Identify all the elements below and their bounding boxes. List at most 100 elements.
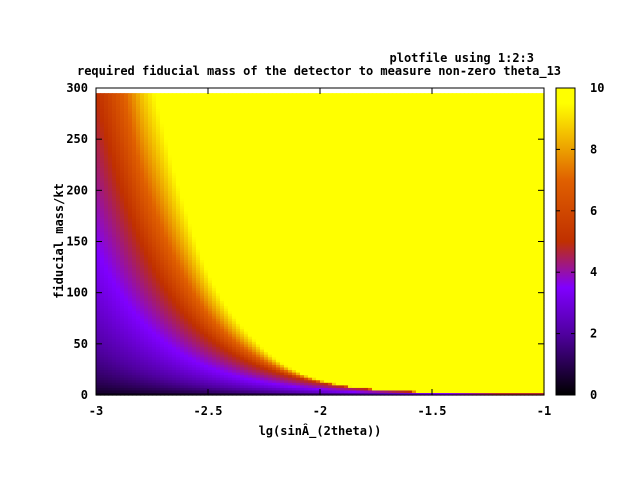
heatmap-cell xyxy=(124,108,129,112)
heatmap-cell xyxy=(128,236,133,240)
heatmap-cells xyxy=(96,93,545,396)
heatmap-cell xyxy=(144,290,149,294)
heatmap-cell xyxy=(136,205,141,209)
heatmap-cell xyxy=(124,121,129,125)
heatmap-cell xyxy=(104,174,109,179)
heatmap-cell xyxy=(148,331,153,335)
heatmap-cell xyxy=(136,374,141,378)
heatmap-cell xyxy=(116,323,121,327)
heatmap-cell xyxy=(104,369,109,373)
heatmap-cell xyxy=(132,371,137,376)
heatmap-cell xyxy=(144,254,149,258)
heatmap-cell xyxy=(108,210,113,214)
heatmap-cell xyxy=(136,364,141,368)
heatmap-cell xyxy=(120,251,125,255)
heatmap-cell xyxy=(128,111,133,115)
heatmap-cell xyxy=(100,210,105,214)
heatmap-cell xyxy=(116,348,121,353)
heatmap-cell xyxy=(136,331,141,335)
heatmap-cell xyxy=(140,274,145,278)
heatmap-cell xyxy=(136,277,141,281)
heatmap-cell xyxy=(100,343,105,347)
heatmap-cell xyxy=(116,392,121,396)
heatmap-cell xyxy=(124,354,129,358)
heatmap-cell xyxy=(148,295,153,299)
heatmap-cell xyxy=(108,290,113,294)
heatmap-cell xyxy=(148,333,153,337)
heatmap-cell xyxy=(136,392,141,396)
heatmap-cell xyxy=(132,256,137,261)
heatmap-cell xyxy=(144,244,149,248)
heatmap-cell xyxy=(132,108,137,112)
heatmap-cell xyxy=(96,103,101,107)
heatmap-cell xyxy=(120,392,125,396)
heatmap-cell xyxy=(120,323,125,327)
heatmap-cell xyxy=(108,215,113,220)
heatmap-cell xyxy=(116,177,121,181)
heatmap-cell xyxy=(136,366,141,371)
heatmap-cell xyxy=(144,264,149,268)
heatmap-cell xyxy=(124,162,129,166)
heatmap-cell xyxy=(120,284,125,289)
heatmap-cell xyxy=(140,149,145,153)
heatmap-cell xyxy=(96,333,101,337)
heatmap-cell xyxy=(112,123,117,127)
heatmap-cell xyxy=(128,343,133,347)
heatmap-cell xyxy=(136,200,141,204)
heatmap-cell xyxy=(96,210,101,214)
heatmap-cell xyxy=(136,302,141,307)
heatmap-cell xyxy=(96,159,101,163)
heatmap-cell xyxy=(104,241,109,245)
heatmap-cell xyxy=(136,108,141,112)
heatmap-cell xyxy=(116,113,121,117)
heatmap-cell xyxy=(100,336,105,340)
heatmap-cell xyxy=(120,377,125,381)
heatmap-cell xyxy=(144,348,149,353)
heatmap-cell xyxy=(148,259,153,263)
heatmap-cell xyxy=(124,218,129,222)
heatmap-cell xyxy=(148,328,153,332)
heatmap-cell xyxy=(144,151,149,156)
heatmap-cell xyxy=(120,226,125,230)
heatmap-cell xyxy=(124,236,129,240)
heatmap-cell xyxy=(124,272,129,276)
heatmap-cell xyxy=(140,338,145,342)
heatmap-cell xyxy=(128,198,133,202)
heatmap-cell xyxy=(116,121,121,125)
heatmap-cell xyxy=(100,111,105,115)
heatmap-cell xyxy=(120,180,125,184)
heatmap-cell xyxy=(104,315,109,319)
heatmap-cell xyxy=(148,354,153,358)
heatmap-cell xyxy=(120,167,125,171)
heatmap-cell xyxy=(124,295,129,299)
heatmap-cell xyxy=(108,236,113,240)
heatmap-cell xyxy=(136,264,141,268)
heatmap-cell xyxy=(100,131,105,135)
heatmap-cell xyxy=(128,318,133,322)
heatmap-cell xyxy=(96,233,101,237)
heatmap-cell xyxy=(148,223,153,227)
heatmap-cell xyxy=(104,292,109,296)
heatmap-cell xyxy=(100,328,105,332)
heatmap-cell xyxy=(132,244,137,248)
heatmap-cell xyxy=(124,190,129,194)
heatmap-cell xyxy=(144,200,149,204)
heatmap-cell xyxy=(116,341,121,345)
heatmap-cell xyxy=(120,238,125,243)
heatmap-cell xyxy=(104,277,109,281)
heatmap-cell xyxy=(128,205,133,209)
heatmap-cell xyxy=(124,348,129,353)
heatmap-cell xyxy=(116,228,121,232)
heatmap-cell xyxy=(132,192,137,197)
heatmap-cell xyxy=(132,238,137,243)
heatmap-cell xyxy=(140,221,145,225)
heatmap-cell xyxy=(144,203,149,207)
heatmap-cell xyxy=(132,384,137,388)
heatmap-cell xyxy=(124,134,129,138)
heatmap-cell xyxy=(136,113,141,117)
heatmap-cell xyxy=(140,346,145,350)
heatmap-cell xyxy=(104,251,109,255)
heatmap-cell xyxy=(136,164,141,168)
heatmap-cell xyxy=(120,333,125,337)
heatmap-cell xyxy=(144,162,149,166)
